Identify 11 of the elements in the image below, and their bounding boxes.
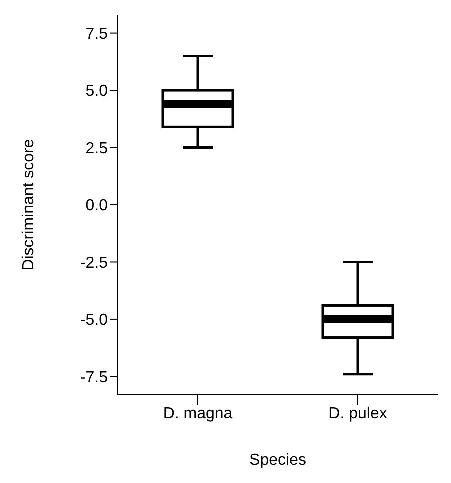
x-tick-label: D. pulex — [328, 405, 388, 422]
y-tick-label: -2.5 — [80, 254, 108, 272]
y-tick-label: 0.0 — [86, 198, 108, 215]
x-axis-title: Species — [250, 452, 306, 469]
y-tick-label: -7.5 — [80, 369, 108, 386]
x-tick-label: D. magna — [163, 405, 233, 422]
y-tick-label: 7.5 — [86, 26, 108, 43]
y-axis-title: Discriminant score — [20, 139, 38, 271]
y-tick-label: -5.0 — [80, 312, 108, 330]
y-tick-label: 5.0 — [86, 83, 108, 100]
y-tick-label: 2.5 — [86, 140, 108, 158]
